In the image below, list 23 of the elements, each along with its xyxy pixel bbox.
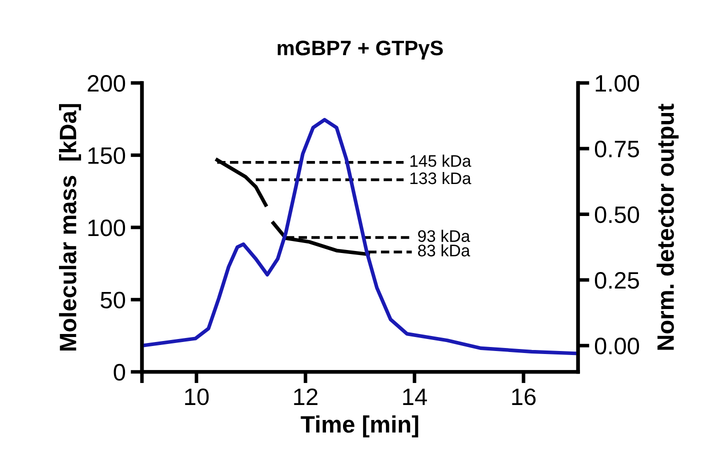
- chart-title: mGBP7 + GTPγS: [278, 40, 443, 60]
- x-tick-label: 10: [185, 388, 209, 406]
- y2-tick-label: 0.50: [594, 206, 640, 224]
- data-label: 145 kDa: [410, 154, 472, 167]
- x-tick-label: 12: [294, 388, 318, 405]
- y-tick-label: 200: [88, 75, 126, 92]
- x-axis-title: Time [min]: [300, 415, 418, 438]
- y2-tick-label: 0.75: [594, 140, 639, 158]
- y-tick-label: 150: [88, 147, 126, 164]
- data-label: 93 kDa: [418, 230, 470, 242]
- y-axis-title: Molecular mass [kDa]: [59, 104, 82, 350]
- line-series: [142, 118, 578, 356]
- y2-tick-label: 1.00: [596, 75, 640, 92]
- y-tick-label: 100: [88, 219, 126, 236]
- y-tick-label: 50: [100, 292, 126, 308]
- data-label: 133 kDa: [410, 172, 472, 184]
- y2-tick-label: 0.25: [594, 272, 639, 289]
- data-label: 83 kDa: [418, 244, 470, 256]
- y2-tick-label: 0.00: [594, 338, 640, 354]
- x-tick-label: 14: [403, 388, 427, 405]
- y2-axis-title: Norm. detector output: [656, 104, 679, 350]
- y-tick-label: 0: [114, 364, 126, 381]
- x-tick-label: 16: [512, 388, 536, 406]
